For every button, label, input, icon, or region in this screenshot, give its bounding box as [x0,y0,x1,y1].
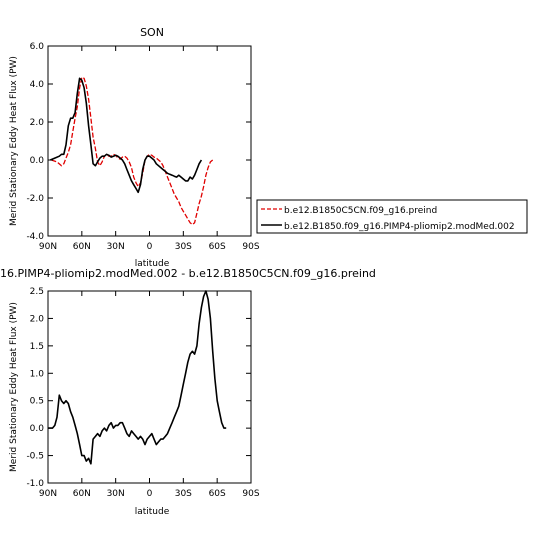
bottom-plot-frame [47,290,252,484]
y-tick-label: 2.0 [30,314,45,324]
top-panel: SON 90N 60N 30N 0 30S 60S 90S 6.0 4.0 2.0 0.0 -2.0… [9,26,260,252]
x-tick-label: 90S [242,489,259,499]
x-tick-label: 30N [107,242,125,252]
x-tick-label: 90N [39,489,57,499]
x-tick-label: 60S [209,242,226,252]
bottom-chart-title: 16.PIMP4-pliomip2.modMed.002 - b.e12.B18… [0,267,376,280]
bottom-x-axis-label: latitude [135,507,170,517]
top-plot-frame [47,45,252,237]
y-tick-label: 2.0 [30,118,45,128]
y-tick-label: 2.5 [30,287,44,297]
y-tick-label: 1.0 [30,369,45,379]
bottom-y-axis-label: Merid Stationary Eddy Heat Flux (PW) [9,302,19,472]
y-tick-label: -2.0 [26,194,44,204]
y-tick-label: -1.0 [26,479,44,489]
legend-label-preind: b.e12.B1850C5CN.f09_g16.preind [284,206,437,216]
top-series-layer [49,76,214,226]
x-tick-label: 60S [209,489,226,499]
top-x-ticks: 90N 60N 30N 0 30S 60S 90S [39,46,260,252]
y-tick-label: 0.0 [30,156,45,166]
x-tick-label: 0 [147,242,153,252]
y-tick-label: 0.5 [30,397,44,407]
x-tick-label: 90S [242,242,259,252]
y-tick-label: 6.0 [30,42,45,52]
series-line-0-1 [49,77,203,194]
y-tick-label: 4.0 [30,80,45,90]
legend-box [256,199,528,234]
y-tick-label: 0.0 [30,424,45,434]
top-chart-title: SON [140,26,164,39]
series-line-1-0 [48,290,227,465]
y-tick-label: -0.5 [26,452,44,462]
top-y-ticks: 6.0 4.0 2.0 0.0 -2.0 -4.0 [26,42,251,242]
legend-label-pliomip: b.e12.B1850.f09_g16.PIMP4-pliomip2.modMe… [284,222,515,232]
bottom-panel: 16.PIMP4-pliomip2.modMed.002 - b.e12.B18… [0,267,376,517]
top-legend: b.e12.B1850C5CN.f09_g16.preind b.e12.B18… [256,199,528,234]
bottom-series-layer [48,290,227,465]
y-tick-label: -4.0 [26,232,44,242]
x-tick-label: 60N [73,242,91,252]
top-y-axis-label: Merid Stationary Eddy Heat Flux (PW) [9,56,19,226]
x-tick-label: 90N [39,242,57,252]
top-x-axis-label: latitude [135,259,170,269]
bottom-x-ticks: 90N 60N 30N 0 30S 60S 90S [39,291,260,499]
x-tick-label: 60N [73,489,91,499]
y-tick-label: 1.5 [30,342,44,352]
top-plot-clip-group [49,76,214,226]
x-tick-label: 30S [175,242,192,252]
bottom-y-ticks: 2.5 2.0 1.5 1.0 0.5 0.0 -0.5 -1.0 [26,287,251,489]
x-tick-label: 30S [175,489,192,499]
x-tick-label: 0 [147,489,153,499]
series-line-0-0 [51,76,214,226]
x-tick-label: 30N [107,489,125,499]
